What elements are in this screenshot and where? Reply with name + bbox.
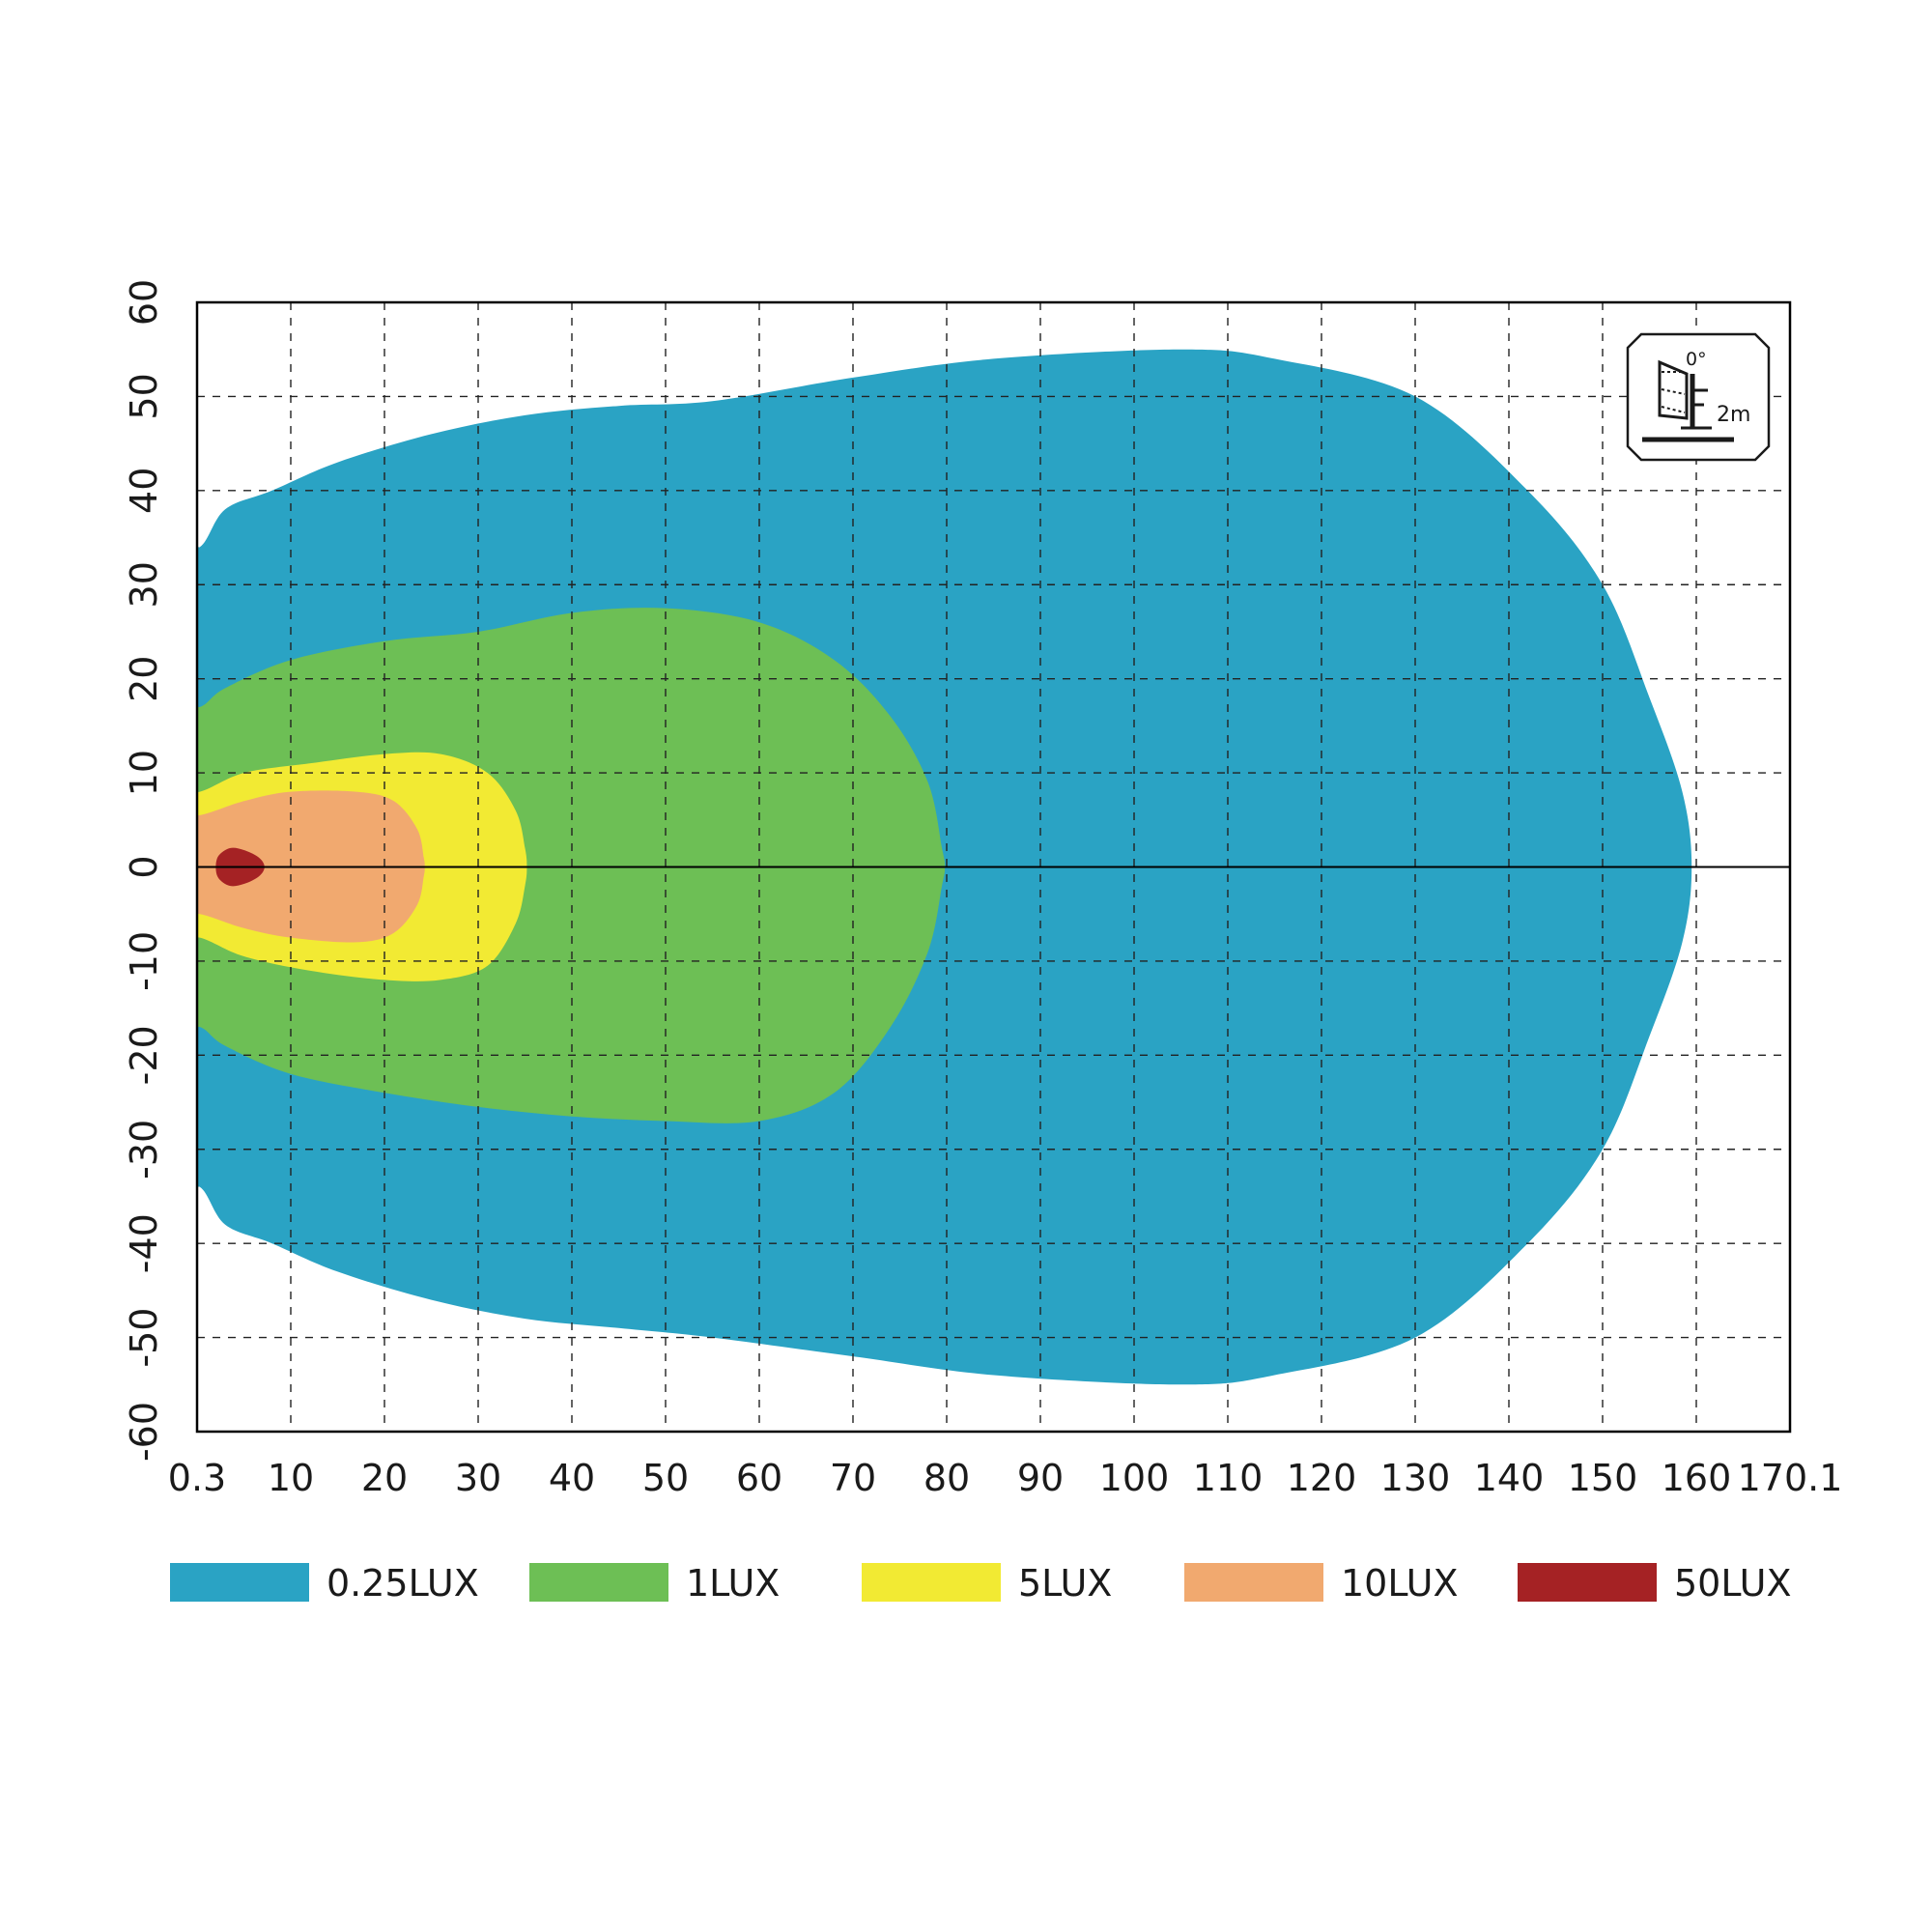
legend: 0.25LUX 1LUX 5LUX 10LUX 50LUX bbox=[170, 1562, 1791, 1605]
y-tick-label: -30 bbox=[123, 1120, 165, 1179]
y-tick-label: 60 bbox=[123, 279, 165, 326]
y-tick-label: 50 bbox=[123, 373, 165, 419]
legend-label: 5LUX bbox=[1018, 1562, 1112, 1605]
y-axis-ticks: 60 50 40 30 20 10 0 -10 -20 -30 -40 -50 -60 bbox=[123, 279, 165, 1462]
badge-frame bbox=[1626, 332, 1771, 462]
y-tick-label: -60 bbox=[123, 1402, 165, 1462]
x-tick-label: 70 bbox=[830, 1457, 876, 1499]
x-tick-label: 170.1 bbox=[1738, 1457, 1843, 1499]
x-tick-label: 130 bbox=[1380, 1457, 1451, 1499]
legend-label: 10LUX bbox=[1341, 1562, 1458, 1605]
grid-lines bbox=[197, 302, 1790, 1432]
x-tick-label: 40 bbox=[549, 1457, 595, 1499]
x-tick-label: 80 bbox=[923, 1457, 970, 1499]
legend-swatch bbox=[170, 1563, 309, 1602]
badge-angle-label: 0° bbox=[1686, 349, 1707, 370]
x-axis-ticks: 0.3 10 20 30 40 50 60 70 80 90 100 110 120 130 140 150 1… bbox=[168, 1457, 1843, 1499]
legend-item: 10LUX bbox=[1184, 1562, 1458, 1605]
y-tick-label: 10 bbox=[123, 750, 165, 796]
y-tick-label: -10 bbox=[123, 931, 165, 991]
y-tick-label: 20 bbox=[123, 656, 165, 702]
x-tick-label: 100 bbox=[1099, 1457, 1170, 1499]
x-tick-label: 150 bbox=[1568, 1457, 1638, 1499]
x-tick-label: 160 bbox=[1662, 1457, 1732, 1499]
y-tick-label: -20 bbox=[123, 1025, 165, 1085]
legend-item: 5LUX bbox=[862, 1562, 1112, 1605]
badge-height-label: 2m bbox=[1717, 403, 1750, 427]
legend-item: 50LUX bbox=[1518, 1562, 1791, 1605]
y-tick-label: -40 bbox=[123, 1213, 165, 1273]
legend-label: 1LUX bbox=[686, 1562, 780, 1605]
mounting-badge: 0° 2m bbox=[1626, 332, 1771, 462]
x-tick-label: 30 bbox=[455, 1457, 501, 1499]
x-tick-label: 120 bbox=[1287, 1457, 1357, 1499]
x-tick-label: 50 bbox=[642, 1457, 689, 1499]
legend-label: 50LUX bbox=[1674, 1562, 1791, 1605]
legend-swatch bbox=[1518, 1563, 1657, 1602]
legend-swatch bbox=[529, 1563, 668, 1602]
x-tick-label: 60 bbox=[736, 1457, 782, 1499]
legend-swatch bbox=[1184, 1563, 1323, 1602]
y-tick-label: 40 bbox=[123, 468, 165, 514]
x-tick-label: 20 bbox=[361, 1457, 408, 1499]
x-tick-label: 0.3 bbox=[168, 1457, 226, 1499]
legend-item: 1LUX bbox=[529, 1562, 780, 1605]
y-tick-label: 0 bbox=[123, 855, 165, 878]
legend-item: 0.25LUX bbox=[170, 1562, 479, 1605]
legend-swatch bbox=[862, 1563, 1001, 1602]
y-tick-label: 30 bbox=[123, 561, 165, 608]
y-tick-label: -50 bbox=[123, 1308, 165, 1368]
x-tick-label: 140 bbox=[1474, 1457, 1545, 1499]
plot-frame bbox=[195, 300, 1792, 1434]
x-tick-label: 90 bbox=[1017, 1457, 1064, 1499]
x-tick-label: 110 bbox=[1193, 1457, 1264, 1499]
legend-label: 0.25LUX bbox=[327, 1562, 479, 1605]
x-tick-label: 10 bbox=[268, 1457, 314, 1499]
lamp-mount-icon bbox=[1642, 359, 1734, 442]
